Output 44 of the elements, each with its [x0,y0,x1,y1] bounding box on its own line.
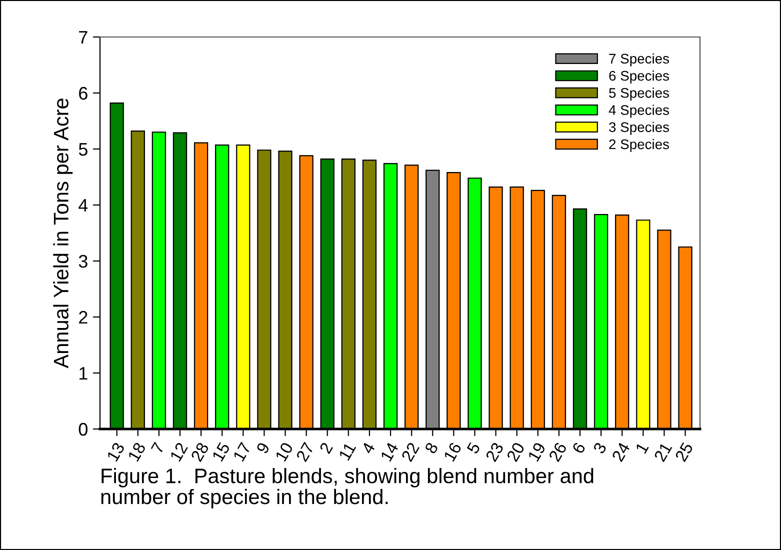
legend-label: 4 Species [608,104,669,118]
y-tick-label: 5 [78,143,88,156]
x-tick-label: 26 [548,442,568,462]
x-tick-label: 10 [274,442,294,462]
y-tick-label: 7 [79,31,88,44]
x-tick-label: 21 [654,442,672,462]
x-tick-label: 3 [592,442,607,454]
x-tick-label: 6 [572,442,586,454]
x-tick-label: 18 [128,442,146,462]
x-tick-label: 13 [106,442,125,462]
x-tick-label: 17 [232,442,252,462]
x-tick-label: 12 [170,442,188,462]
x-tick-label: 24 [612,441,630,462]
x-tick-label: 16 [443,442,462,462]
legend-label: 6 Species [609,70,669,84]
legend-label: 2 Species [609,138,669,152]
y-tick-label: 0 [78,422,88,436]
x-tick-label: 9 [256,442,270,454]
legend-label: 3 Species [609,122,669,135]
x-tick-label: 4 [361,442,376,455]
y-tick-label: 3 [78,254,88,268]
x-tick-label: 19 [528,442,546,462]
x-tick-label: 11 [338,442,356,461]
x-tick-label: 20 [506,442,526,462]
legend-label: 7 Species [609,53,669,66]
x-tick-label: 1 [635,442,649,454]
x-tick-label: 15 [212,442,230,462]
x-tick-label: 5 [466,442,481,454]
legend-label: 5 Species [609,88,669,101]
y-tick-label: 2 [79,310,88,324]
y-tick-label: 6 [79,86,88,100]
x-tick-label: 27 [296,442,314,462]
x-tick-label: 8 [424,442,438,454]
x-tick-label: 28 [190,442,210,462]
x-tick-label: 22 [401,442,420,462]
x-tick-label: 7 [150,442,165,454]
caption: Figure 1. Pasture blends, showing blend number and number of species in the blend. [101,468,594,508]
x-tick-label: 25 [674,442,694,462]
y-axis-title: Annual Yield in Tons per Acre [53,98,73,368]
y-tick-label: 1 [80,367,88,380]
x-tick-label: 14 [380,442,399,462]
x-tick-label: 2 [319,442,333,454]
x-tick-label: 23 [485,442,504,462]
y-tick-label: 4 [78,199,88,212]
